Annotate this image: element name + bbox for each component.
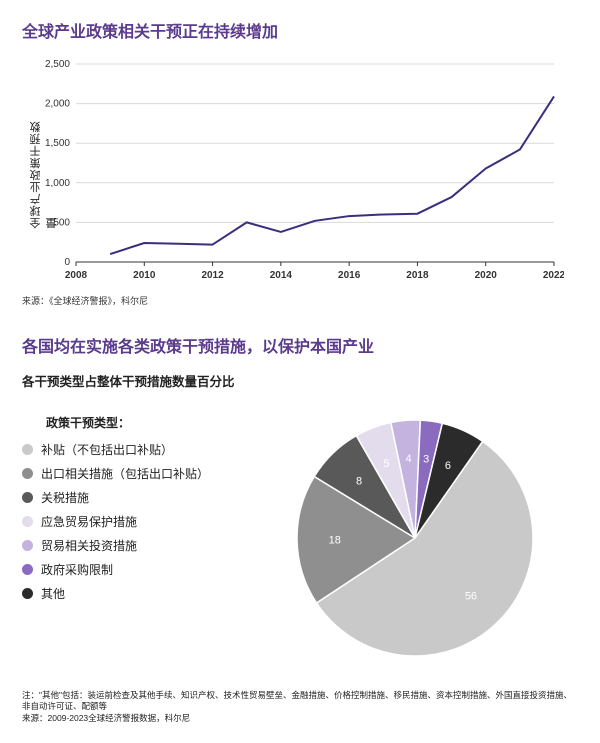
legend-label: 关税措施 <box>41 489 89 506</box>
legend-swatch <box>22 492 33 503</box>
svg-text:56: 56 <box>465 591 477 603</box>
svg-text:2020: 2020 <box>475 270 498 281</box>
svg-text:18: 18 <box>329 534 341 546</box>
svg-text:2018: 2018 <box>406 270 429 281</box>
line-chart-svg: 05001,0001,5002,0002,5002008201020122014… <box>36 56 564 286</box>
legend-label: 补贴（不包括出口补贴） <box>41 441 173 458</box>
legend-swatch <box>22 588 33 599</box>
legend-item: 贸易相关投资措施 <box>22 537 242 554</box>
legend-swatch <box>22 468 33 479</box>
svg-text:2,500: 2,500 <box>45 59 70 70</box>
svg-text:3: 3 <box>423 454 429 466</box>
svg-text:2012: 2012 <box>201 270 224 281</box>
footnote: 注："其他"包括：装运前检查及其他手续、知识产权、技术性贸易壁垒、金融措施、价格… <box>22 690 578 724</box>
pie-chart-svg: 56 18 8 5 43 6 <box>270 408 560 668</box>
yaxis-label: 全球产业政策干预数量 <box>28 114 60 229</box>
pie-row: 政策干预类型： 补贴（不包括出口补贴） 出口相关措施（包括出口补贴） 关税措施应急贸… <box>22 408 578 668</box>
legend-item: 政府采购限制 <box>22 561 242 578</box>
legend-swatch <box>22 564 33 575</box>
section1-source: 来源：《全球经济警报》，科尔尼 <box>22 294 578 307</box>
svg-text:8: 8 <box>356 475 362 487</box>
legend-swatch <box>22 516 33 527</box>
section-1: 全球产业政策相关干预正在持续增加 全球产业政策干预数量 05001,0001,5… <box>22 18 578 307</box>
legend-label: 政府采购限制 <box>41 561 113 578</box>
legend-item: 应急贸易保护措施 <box>22 513 242 530</box>
svg-text:5: 5 <box>383 458 389 470</box>
svg-text:2010: 2010 <box>133 270 156 281</box>
footnote-line2: 来源：2009-2023全球经济警报数据，科尔尼 <box>22 713 578 724</box>
pie-chart: 56 18 8 5 43 6 <box>252 408 578 668</box>
legend-swatch <box>22 444 33 455</box>
legend-title: 政策干预类型： <box>22 414 242 431</box>
svg-text:2014: 2014 <box>270 270 293 281</box>
svg-text:6: 6 <box>445 460 451 472</box>
svg-text:0: 0 <box>64 257 70 268</box>
section1-title: 全球产业政策相关干预正在持续增加 <box>22 18 578 42</box>
svg-text:4: 4 <box>406 453 412 465</box>
line-chart: 全球产业政策干预数量 05001,0001,5002,0002,50020082… <box>36 56 578 286</box>
section-2: 各国均在实施各类政策干预措施，以保护本国产业 各干预类型占整体干预措施数量百分比… <box>22 333 578 724</box>
svg-text:2022: 2022 <box>543 270 564 281</box>
legend-label: 出口相关措施（包括出口补贴） <box>41 465 209 482</box>
legend-label: 其他 <box>41 585 65 602</box>
legend-swatch <box>22 540 33 551</box>
legend-item: 其他 <box>22 585 242 602</box>
svg-text:2008: 2008 <box>65 270 88 281</box>
legend-item: 补贴（不包括出口补贴） <box>22 441 242 458</box>
legend: 政策干预类型： 补贴（不包括出口补贴） 出口相关措施（包括出口补贴） 关税措施应急贸… <box>22 408 242 609</box>
footnote-line1: 注："其他"包括：装运前检查及其他手续、知识产权、技术性贸易壁垒、金融措施、价格… <box>22 690 578 713</box>
section2-title: 各国均在实施各类政策干预措施，以保护本国产业 <box>22 333 578 357</box>
svg-text:2,000: 2,000 <box>45 99 70 110</box>
legend-label: 应急贸易保护措施 <box>41 513 137 530</box>
legend-item: 出口相关措施（包括出口补贴） <box>22 465 242 482</box>
svg-text:2016: 2016 <box>338 270 361 281</box>
legend-label: 贸易相关投资措施 <box>41 537 137 554</box>
legend-item: 关税措施 <box>22 489 242 506</box>
section2-subtitle: 各干预类型占整体干预措施数量百分比 <box>22 371 578 390</box>
